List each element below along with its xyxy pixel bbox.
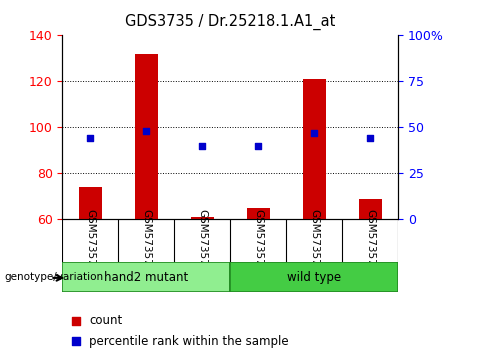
- Point: [72, 338, 80, 344]
- Text: wild type: wild type: [288, 270, 341, 284]
- Text: count: count: [89, 314, 122, 327]
- Bar: [191, 217, 214, 219]
- Text: GSM573573: GSM573573: [253, 209, 264, 273]
- Text: GSM573575: GSM573575: [310, 209, 319, 273]
- Bar: [359, 199, 382, 219]
- FancyBboxPatch shape: [62, 262, 230, 292]
- Point: [143, 128, 150, 134]
- Point: [199, 143, 206, 149]
- Point: [86, 136, 94, 141]
- Text: GSM573578: GSM573578: [197, 209, 207, 273]
- Text: GSM573576: GSM573576: [142, 209, 151, 273]
- Text: percentile rank within the sample: percentile rank within the sample: [89, 335, 289, 348]
- Text: GDS3735 / Dr.25218.1.A1_at: GDS3735 / Dr.25218.1.A1_at: [125, 14, 336, 30]
- Bar: [303, 79, 325, 219]
- Text: hand2 mutant: hand2 mutant: [104, 270, 189, 284]
- Point: [72, 318, 80, 324]
- Text: GSM573574: GSM573574: [85, 209, 96, 273]
- Text: genotype/variation: genotype/variation: [5, 272, 104, 282]
- Point: [367, 136, 374, 141]
- Bar: [135, 54, 157, 219]
- Text: GSM573577: GSM573577: [365, 209, 375, 273]
- Point: [311, 130, 318, 136]
- Bar: [247, 208, 270, 219]
- Point: [254, 143, 262, 149]
- FancyBboxPatch shape: [230, 262, 398, 292]
- Bar: [79, 187, 102, 219]
